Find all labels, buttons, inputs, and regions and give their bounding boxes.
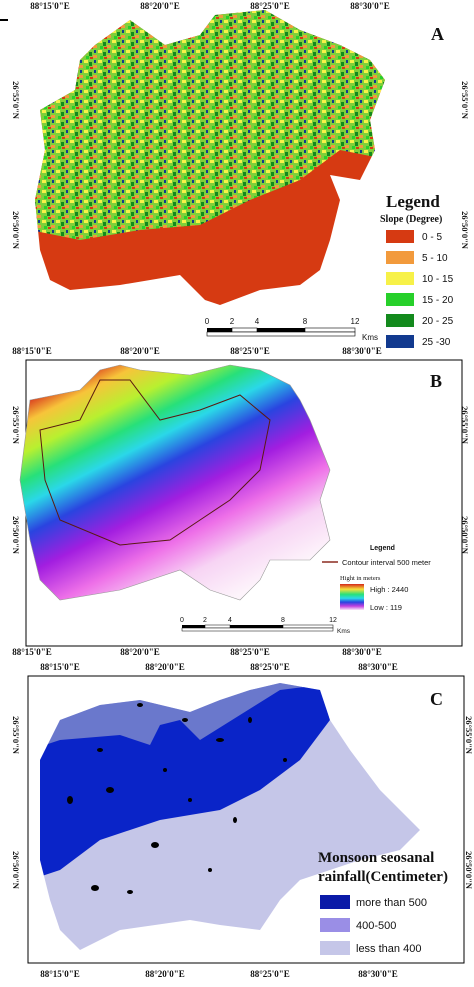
coord-label: 88°20'0"E [145, 969, 185, 979]
legend: more than 500 400-500 less than 400 [320, 895, 427, 955]
rainfall-map [40, 683, 420, 950]
coord-label: 88°20'0"E [140, 1, 180, 11]
panel-label: C [430, 689, 443, 709]
coord-label: 88°25'0"E [250, 662, 290, 672]
scale-label: 2 [230, 317, 235, 326]
lat-label: 26°55'0"N [460, 81, 470, 120]
legend-title: rainfall(Centimeter) [318, 869, 448, 885]
legend-subtitle: Slope (Degree) [380, 214, 442, 225]
coord-label: 88°30'0"E [350, 1, 390, 11]
legend-title: Legend [386, 192, 440, 211]
legend-label: more than 500 [356, 897, 427, 909]
scale-label: 8 [281, 617, 285, 624]
coord-label: 88°30'0"E [342, 647, 382, 657]
legend-high: High : 2440 [370, 585, 408, 594]
legend: 0 - 5 5 - 10 10 - 15 15 - 20 20 - 25 25 -30 [386, 230, 454, 348]
coord-label: 88°20'0"E [145, 662, 185, 672]
scale-labels: 0 2 4 8 12 [205, 317, 360, 326]
panel-c: C 88°15'0"E 88°20'0"E 88°25'0"E 88°30'0"… [11, 662, 474, 979]
legend-label: 25 -30 [422, 337, 451, 348]
coord-label: 88°15'0"E [40, 969, 80, 979]
coord-label: 88°15'0"E [40, 662, 80, 672]
scale-unit: Kms [337, 628, 351, 635]
contour [39, 379, 271, 546]
legend-swatch [386, 251, 414, 264]
lat-label: 26°50'0"N [11, 211, 21, 250]
lat-label: 26°50'0"N [460, 516, 470, 555]
lat-label: 26°55'0"N [11, 81, 21, 120]
legend-swatch [386, 314, 414, 327]
panel-b: B 88°15'0"E 88°20'0"E 88°25'0"E 88°30'0"… [11, 346, 470, 657]
coord-label: 88°20'0"E [120, 647, 160, 657]
legend-contour: Contour interval 500 meter [342, 558, 431, 567]
lat-label: 26°55'0"N [460, 406, 470, 445]
scale-label: 2 [203, 617, 207, 624]
coord-label: 88°30'0"E [342, 346, 382, 356]
scale-label: 0 [205, 317, 210, 326]
legend-swatch [320, 895, 350, 909]
legend-swatch [386, 335, 414, 348]
legend-swatch [386, 272, 414, 285]
lat-label: 26°55'0"N [11, 406, 21, 445]
legend-label: 0 - 5 [422, 232, 442, 243]
lat-label: 26°50'0"N [11, 851, 21, 890]
legend-label: 10 - 15 [422, 274, 454, 285]
coord-label: 88°25'0"E [230, 346, 270, 356]
legend-height-title: Hight in meters [340, 575, 381, 582]
coord-label: 88°15'0"E [30, 1, 70, 11]
legend-title: Legend [370, 545, 395, 552]
legend-title: Monsoon seosanal [318, 850, 434, 866]
scale-bar [206, 327, 356, 337]
scale-label: 8 [303, 317, 308, 326]
scale-unit: Kms [362, 333, 378, 342]
coord-label: 88°15'0"E [12, 346, 52, 356]
slope-map [35, 10, 385, 305]
coord-label: 88°25'0"E [230, 647, 270, 657]
legend-swatch [320, 918, 350, 932]
coord-label: 88°15'0"E [12, 647, 52, 657]
lat-label: 26°50'0"N [464, 851, 474, 890]
color-ramp [340, 584, 364, 610]
legend-label: less than 400 [356, 943, 421, 955]
scale-label: 12 [329, 617, 337, 624]
scale-label: 0 [180, 617, 184, 624]
legend-label: 400-500 [356, 920, 396, 932]
scale-labels: 0 2 4 8 12 [180, 617, 337, 624]
lat-label: 26°50'0"N [11, 516, 21, 555]
scale-label: 12 [351, 317, 360, 326]
lat-label: 26°55'0"N [464, 716, 474, 755]
scale-bar [181, 624, 334, 632]
lat-label: 26°55'0"N [11, 716, 21, 755]
legend-low: Low : 119 [370, 603, 402, 612]
legend-swatch [320, 941, 350, 955]
coord-label: 88°20'0"E [120, 346, 160, 356]
lat-label: 26°50'0"N [460, 211, 470, 250]
legend-label: 5 - 10 [422, 253, 448, 264]
coord-label: 88°25'0"E [250, 969, 290, 979]
scale-label: 4 [255, 317, 260, 326]
coord-label: 88°30'0"E [358, 662, 398, 672]
panel-label: A [431, 24, 444, 44]
legend-swatch [386, 293, 414, 306]
legend-label: 20 - 25 [422, 316, 454, 327]
coord-label: 88°25'0"E [250, 1, 290, 11]
coord-label: 88°30'0"E [358, 969, 398, 979]
legend-label: 15 - 20 [422, 295, 454, 306]
legend-swatch [386, 230, 414, 243]
elevation-map [19, 364, 331, 601]
scale-label: 4 [228, 617, 232, 624]
panel-label: B [430, 371, 442, 391]
panel-a: A 88°15'0"E 88°20'0"E 88°25'0"E 88°30'0"… [0, 1, 470, 348]
